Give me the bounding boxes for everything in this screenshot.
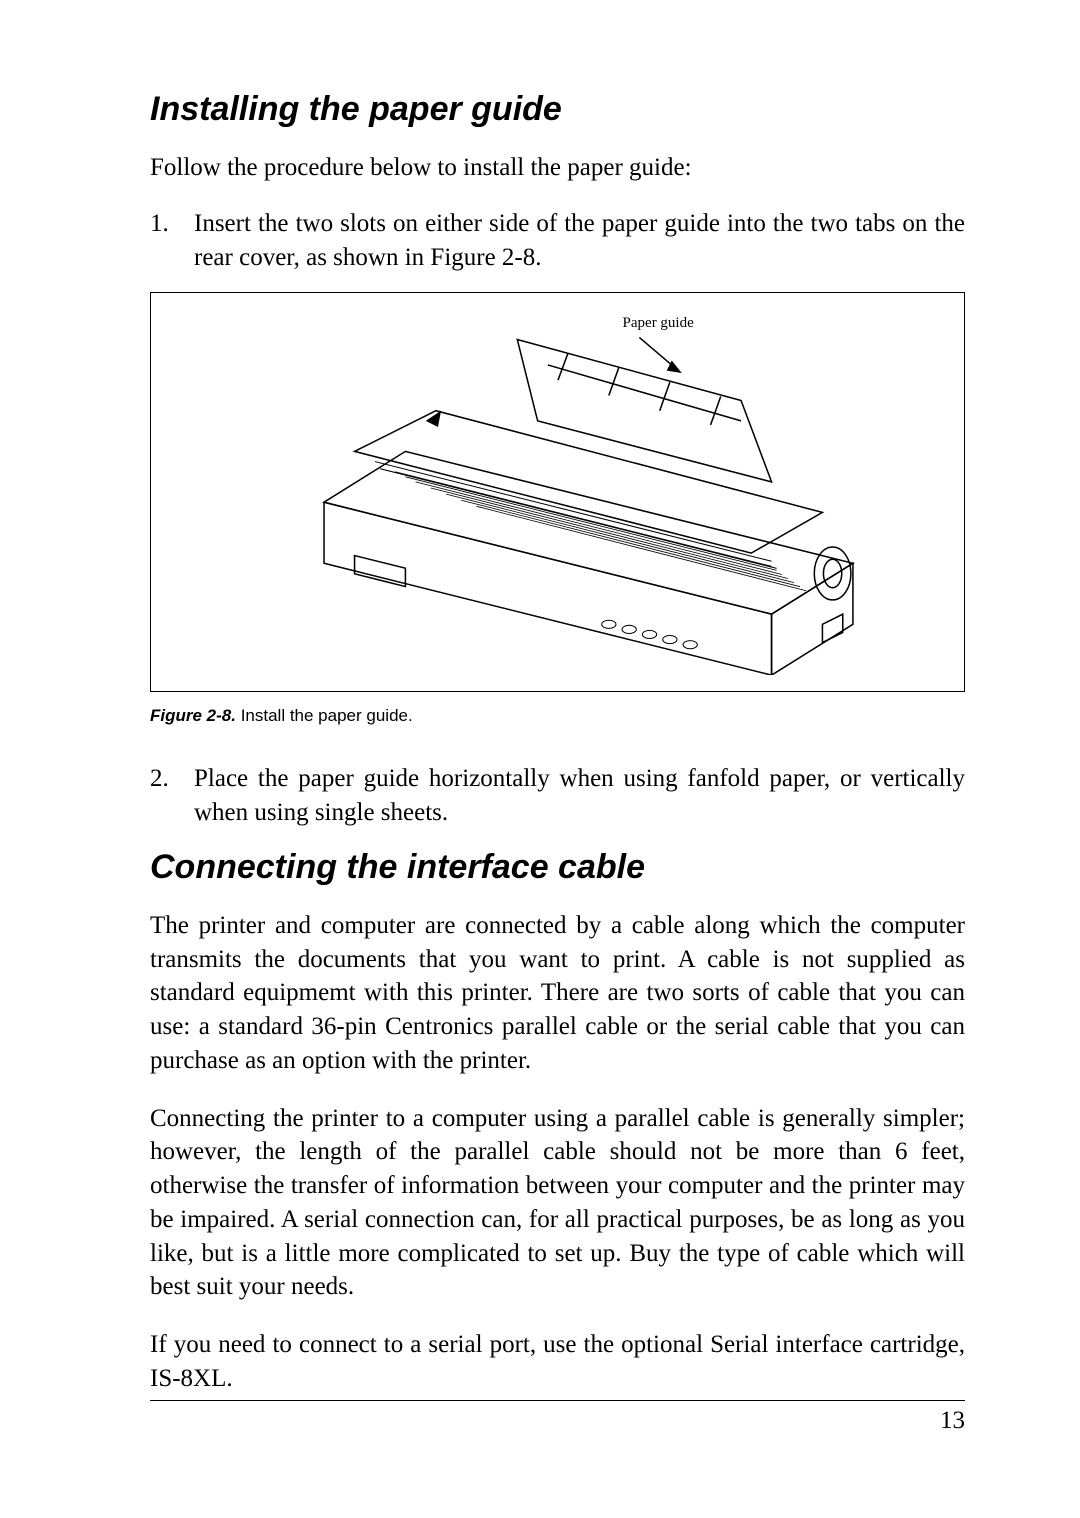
- step-1-text: Insert the two slots on either side of t…: [194, 210, 965, 271]
- section2-para2: Connecting the printer to a computer usi…: [150, 1102, 965, 1305]
- heading-connecting-interface-cable: Connecting the interface cable: [150, 848, 965, 887]
- figure-caption-text: Install the paper guide.: [236, 706, 413, 725]
- step-1: 1.Insert the two slots on either side of…: [150, 207, 965, 275]
- steps-list-2: 2.Place the paper guide horizontally whe…: [150, 762, 965, 830]
- footer-rule: [150, 1400, 965, 1401]
- intro-text: Follow the procedure below to install th…: [150, 151, 965, 185]
- step-1-number: 1.: [150, 207, 194, 241]
- steps-list-1: 1.Insert the two slots on either side of…: [150, 207, 965, 275]
- figure-caption-label: Figure 2-8.: [150, 706, 236, 725]
- heading-installing-paper-guide: Installing the paper guide: [150, 90, 965, 129]
- section2-para1: The printer and computer are connected b…: [150, 909, 965, 1078]
- section2-para3: If you need to connect to a serial port,…: [150, 1328, 965, 1396]
- document-page: Installing the paper guide Follow the pr…: [0, 0, 1080, 1518]
- paper-guide-callout-label: Paper guide: [623, 315, 694, 332]
- printer-illustration: [184, 309, 932, 675]
- figure-2-8: Paper guide: [150, 292, 965, 692]
- page-number: 13: [150, 1407, 965, 1435]
- step-2: 2.Place the paper guide horizontally whe…: [150, 762, 965, 830]
- step-2-number: 2.: [150, 762, 194, 796]
- figure-2-8-caption: Figure 2-8. Install the paper guide.: [150, 706, 965, 726]
- step-2-text: Place the paper guide horizontally when …: [194, 765, 965, 826]
